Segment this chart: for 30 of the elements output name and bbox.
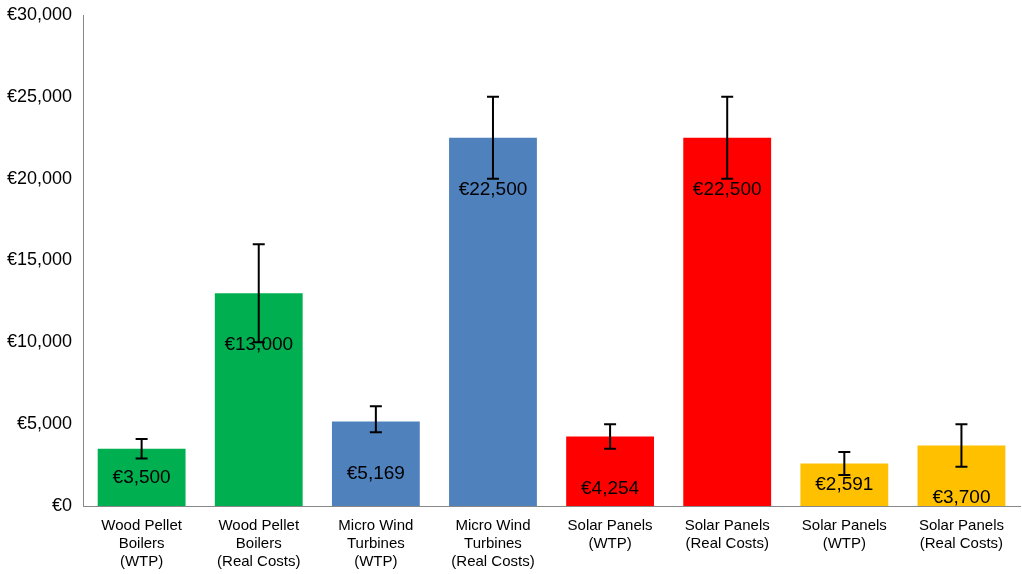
- x-tick-label: Solar Panels (Real Costs): [918, 516, 1004, 552]
- bar: [917, 445, 1006, 506]
- data-label: €2,591: [815, 473, 874, 495]
- data-label: €3,500: [112, 465, 171, 487]
- x-tick-label: Solar Panels (WTP): [567, 516, 653, 552]
- data-label: €22,500: [458, 177, 528, 199]
- x-tick-label: Wood Pellet Boilers (Real Costs): [217, 516, 301, 570]
- data-label: €22,500: [692, 177, 762, 199]
- y-tick-label: €20,000: [6, 167, 73, 188]
- y-tick-label: €5,000: [17, 413, 73, 434]
- x-tick-label: Wood Pellet Boilers (WTP): [101, 516, 183, 570]
- y-tick-label: €15,000: [6, 249, 73, 270]
- bar: [97, 448, 186, 506]
- bar: [683, 137, 772, 506]
- bar: [214, 293, 303, 506]
- y-tick-label: €25,000: [6, 85, 73, 106]
- x-tick-label: Micro Wind Turbines (WTP): [338, 516, 414, 570]
- bar: [331, 421, 420, 506]
- data-label: €13,000: [224, 333, 294, 355]
- y-tick-label: €10,000: [6, 331, 73, 352]
- bar: [566, 436, 655, 506]
- x-tick-label: Solar Panels (Real Costs): [684, 516, 770, 552]
- x-tick-label: Micro Wind Turbines (Real Costs): [451, 516, 535, 570]
- y-tick-label: €30,000: [6, 3, 73, 24]
- x-tick-label: Solar Panels (WTP): [801, 516, 887, 552]
- data-label: €4,254: [581, 476, 640, 498]
- data-label: €5,169: [346, 461, 405, 483]
- y-tick-label: €0: [52, 494, 73, 515]
- data-label: €3,700: [932, 485, 991, 507]
- bar: [449, 137, 537, 506]
